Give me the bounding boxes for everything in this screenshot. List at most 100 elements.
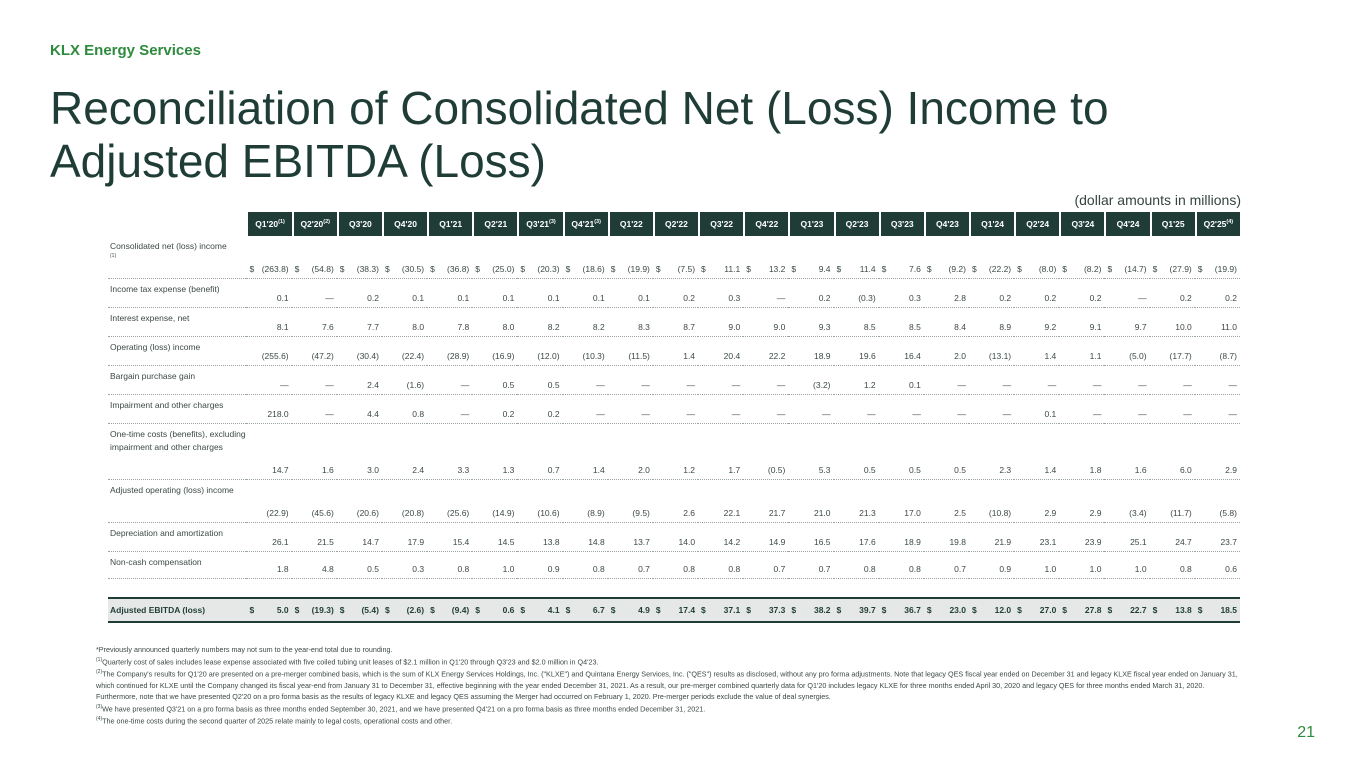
row-label: Adjusted operating (loss) income [108, 480, 247, 523]
column-header: Q1'24 [968, 212, 1015, 236]
spacer-cell [517, 579, 563, 599]
cell-value: (8.7) [1219, 351, 1237, 361]
cell-value: (5.8) [1219, 508, 1237, 518]
cell-value: 14.7 [362, 537, 379, 547]
cell-value: (3.4) [1129, 508, 1147, 518]
cell-value: 9.1 [1089, 322, 1102, 332]
cell: 9.1 [1059, 308, 1105, 337]
table-row: Interest expense, net 8.1 7.6 7.7 8.0 7.8 8.0 8… [108, 308, 1240, 337]
cell-value: 0.1 [547, 293, 560, 303]
cell-value: (12.0) [537, 351, 560, 361]
cell: 15.4 [427, 523, 473, 552]
cell-value: 11.4 [859, 264, 876, 274]
row-label: Consolidated net (loss) income (1) [108, 236, 247, 279]
cell-value: 0.8 [863, 564, 876, 574]
cell-value: (17.7) [1169, 351, 1192, 361]
cell: 0.3 [878, 279, 924, 308]
cell: 2.4 [336, 366, 382, 395]
cell-value: (7.5) [677, 264, 696, 274]
row-label-text: Impairment and other charges [110, 400, 224, 410]
cell: (3.2) [788, 366, 834, 395]
cell-value: 0.7 [547, 465, 560, 475]
cell-value: (28.9) [447, 351, 470, 361]
cell: $11.1 [698, 236, 744, 279]
row-label-text: Bargain purchase gain [110, 371, 196, 381]
currency: $ [881, 605, 887, 615]
cell-value: (30.4) [356, 351, 379, 361]
cell: 1.2 [833, 366, 879, 395]
spacer-cell [1104, 579, 1150, 599]
cell-value: 21.3 [859, 508, 876, 518]
cell-value: 8.7 [683, 322, 696, 332]
cell: $ (7.5) [652, 236, 699, 279]
cell-value: 8.3 [638, 322, 650, 332]
cell-value: 2.0 [954, 351, 966, 361]
column-label: Q2'22 [665, 219, 688, 229]
cell: 13.7 [607, 523, 653, 552]
cell-value: 9.7 [1134, 322, 1147, 332]
cell: — [246, 366, 292, 395]
cell-value: 6.7 [592, 605, 605, 615]
cell: 0.7 [743, 552, 789, 579]
cell-value: 4.8 [321, 564, 334, 574]
cell-value: (13.1) [988, 351, 1012, 361]
spacer-cell [562, 579, 608, 599]
currency: $ [971, 264, 977, 274]
cell: — [1104, 279, 1150, 308]
cell-value: 0.2 [818, 293, 831, 303]
cell-value: (30.5) [401, 264, 425, 274]
cell: — [1194, 395, 1240, 424]
row-note: (1) [110, 253, 117, 259]
reconciliation-table: Q1'20(1) Q2'20(2) Q3'20 Q4'20 Q1'21 Q2'21 Q3'2… [108, 212, 1240, 623]
currency: $ [520, 264, 526, 274]
table-row: Bargain purchase gain — — 2.4 (1.6) — 0.5 0.5 — —… [108, 366, 1240, 395]
cell-value: 17.6 [859, 537, 876, 547]
cell-value: 2.8 [954, 293, 966, 303]
cell-value: 37.1 [723, 605, 741, 615]
cell: 0.2 [1149, 279, 1195, 308]
spacer-cell [968, 579, 1015, 599]
column-label: Q3'24 [1071, 219, 1095, 229]
cell: 24.7 [1149, 523, 1195, 552]
cell-value: 8.2 [592, 322, 605, 332]
cell: (8.9) [562, 480, 608, 523]
cell-value: 9.2 [1044, 322, 1057, 332]
cell: — [562, 366, 608, 395]
cell-value: 7.8 [457, 322, 470, 332]
cell: 8.5 [833, 308, 879, 337]
currency: $ [520, 605, 526, 615]
cell-value: 1.4 [683, 351, 696, 361]
cell: 14.7 [336, 523, 382, 552]
cell: 21.9 [968, 523, 1015, 552]
row-label: Non-cash compensation [108, 552, 247, 579]
cell-value: (47.2) [311, 351, 334, 361]
cell: $ (30.5) [381, 236, 428, 279]
cell-value: 7.6 [909, 264, 921, 274]
cell-value: (25.0) [492, 264, 515, 274]
cell-value: 17.4 [678, 605, 696, 615]
cell-value: 0.5 [502, 380, 515, 390]
cell-value: — [1047, 380, 1057, 390]
cell: $4.9 [607, 599, 653, 623]
cell-value: 2.9 [1225, 465, 1237, 475]
currency: $ [836, 605, 842, 615]
cell-value: 14.8 [588, 537, 605, 547]
cell-value: — [280, 380, 289, 390]
cell-value: — [1138, 293, 1147, 303]
cell-value: (10.6) [537, 508, 560, 518]
row-label: One-time costs (benefits), excluding imp… [108, 424, 247, 480]
cell-value: — [957, 380, 966, 390]
cell-value: — [1002, 409, 1012, 419]
cell-value: (18.6) [582, 264, 605, 274]
row-label-text: One-time costs (benefits), excluding imp… [110, 429, 246, 452]
cell-value: 0.3 [412, 564, 425, 574]
cell: — [1059, 395, 1105, 424]
currency: $ [384, 264, 390, 274]
cell: — [607, 366, 653, 395]
cell-value: (255.6) [261, 351, 289, 361]
cell: 10.0 [1149, 308, 1195, 337]
cell-value: 21.5 [317, 537, 334, 547]
cell-value: 8.9 [999, 322, 1012, 332]
cell: 13.8 [517, 523, 563, 552]
